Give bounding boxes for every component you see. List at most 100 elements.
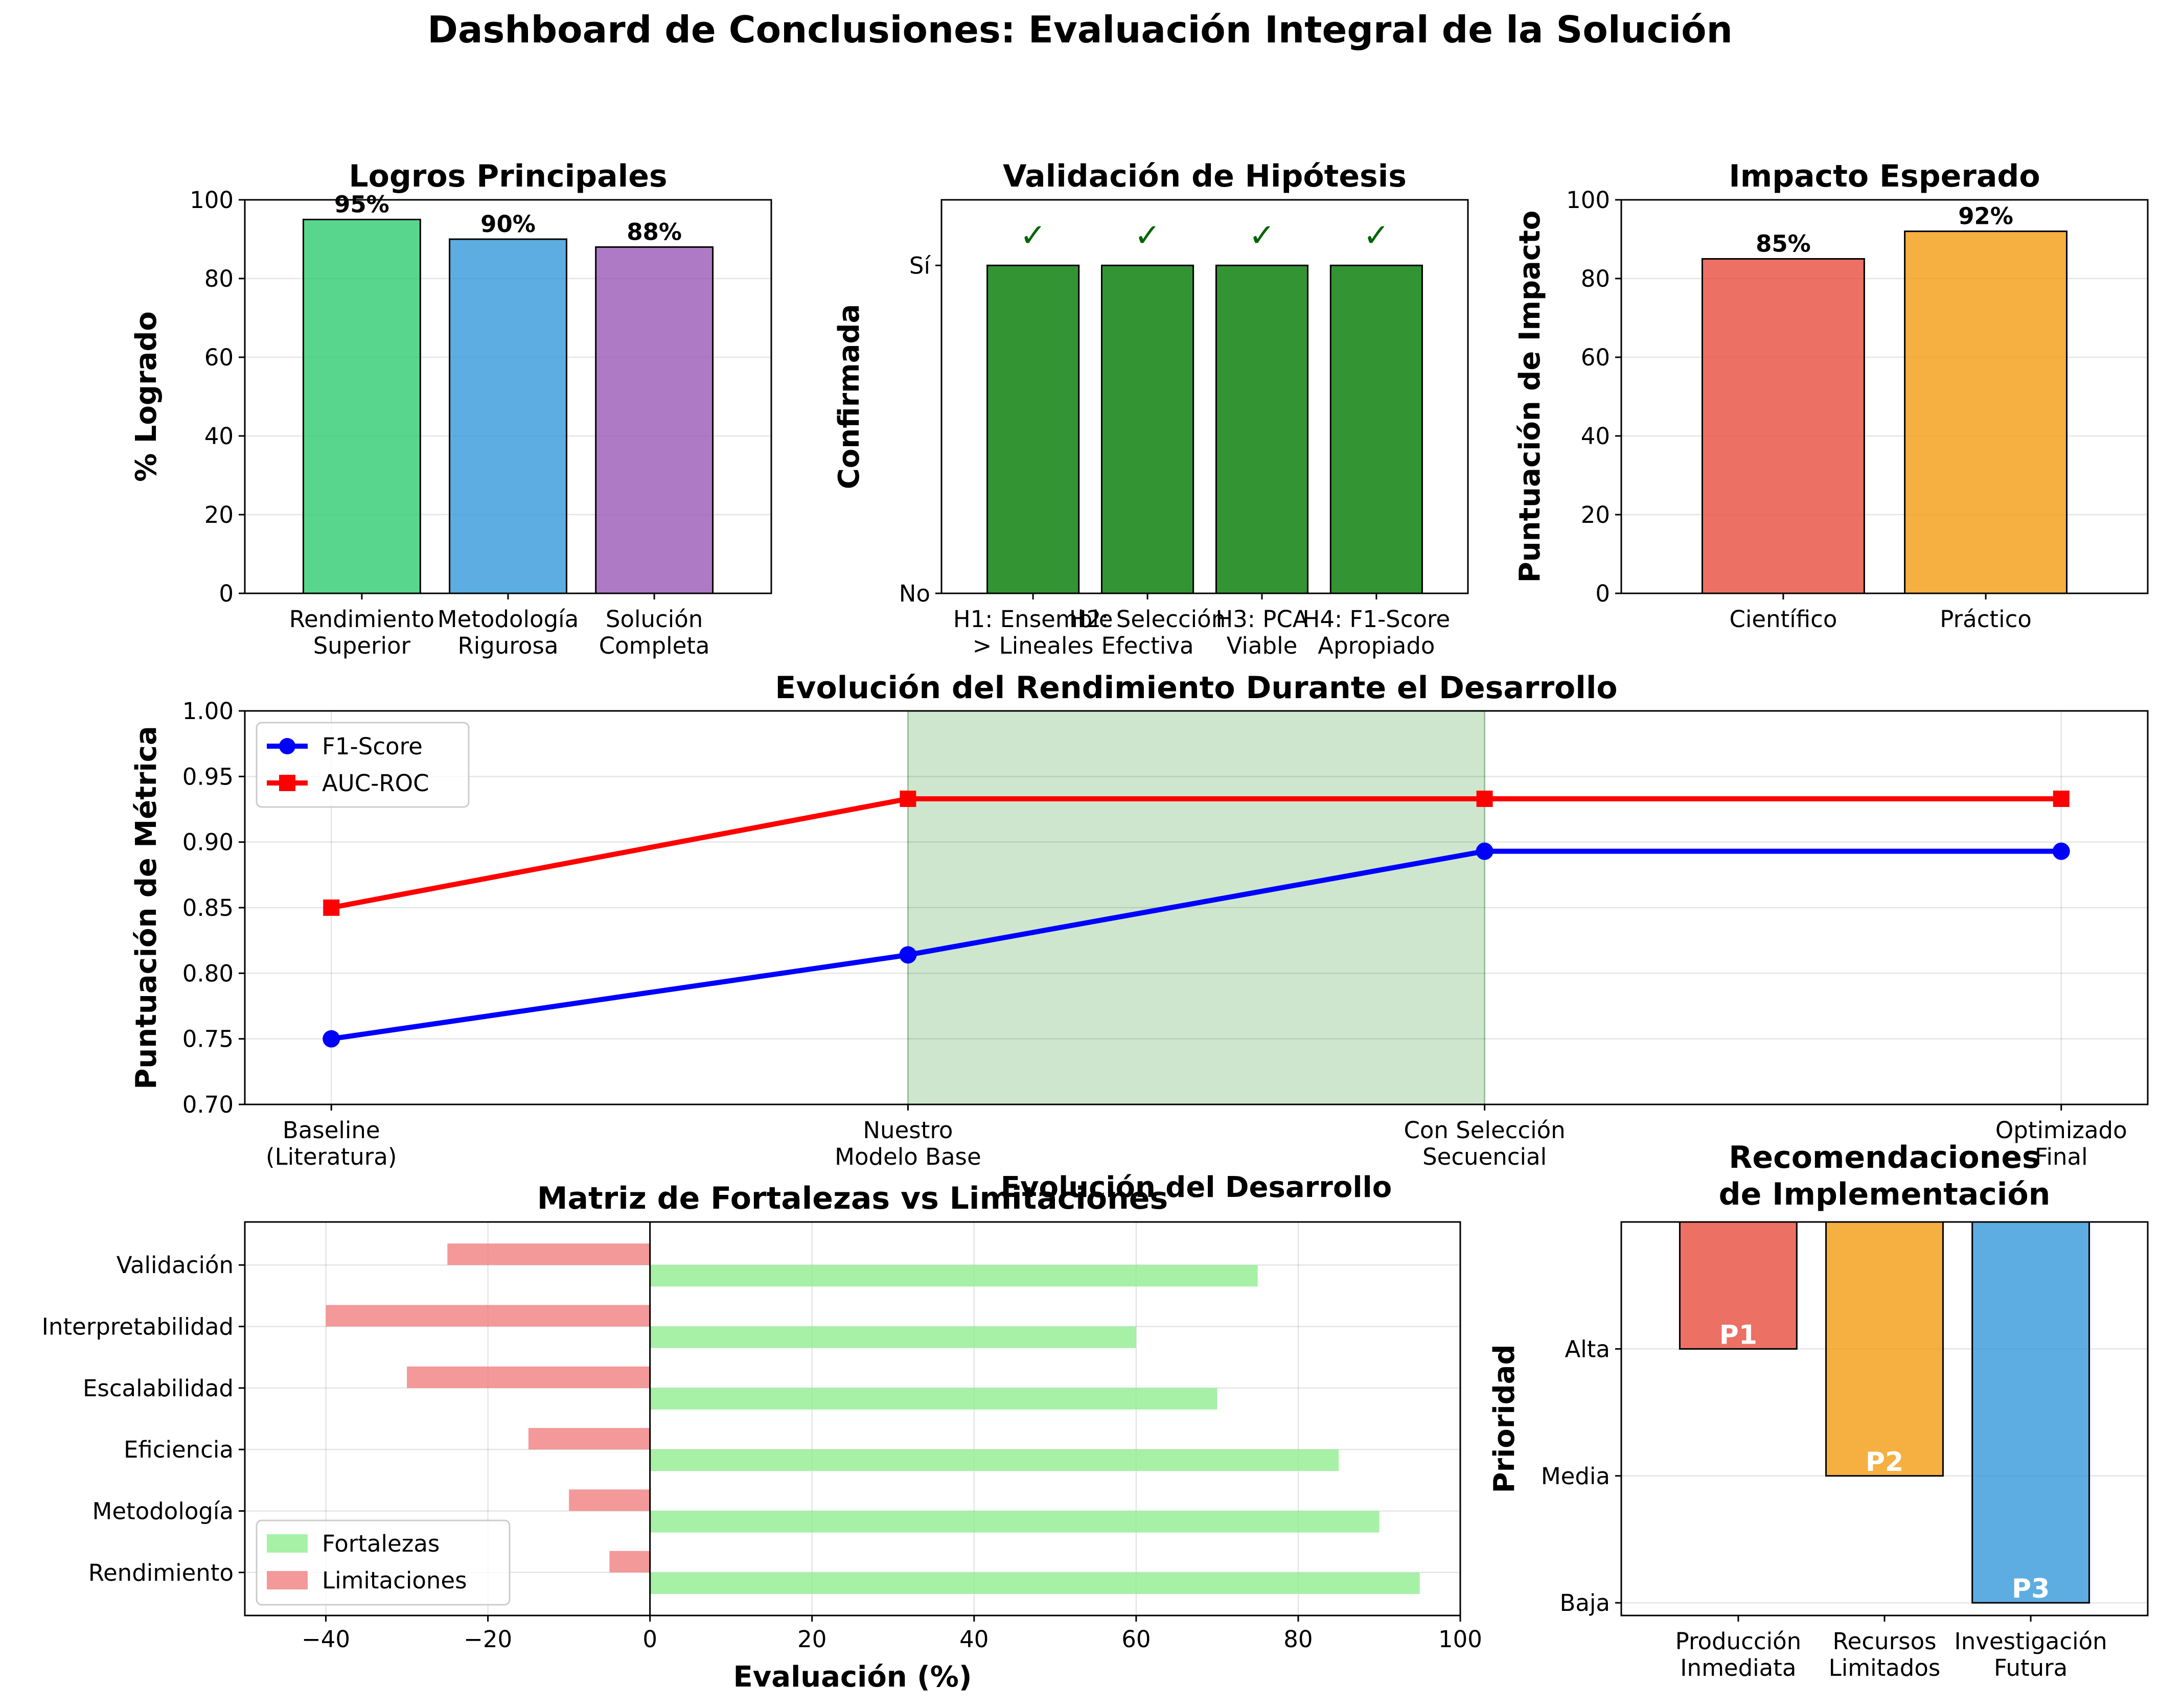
y-tick-label: 100 [1566, 187, 1610, 214]
y-tick-label: 0.95 [182, 763, 234, 790]
legend-marker [279, 775, 295, 791]
bar-fortaleza [650, 1572, 1420, 1594]
y-tick-label: 40 [204, 423, 234, 450]
x-tick-label-line: > Lineales [973, 632, 1094, 659]
matriz-fortalezas-chart: Rendimiento Metodología Eficiencia Escalabi… [42, 1181, 1482, 1694]
bar-prioridad [1971, 1221, 2090, 1604]
y-tick-label: Interpretabilidad [42, 1313, 234, 1341]
x-tick-label: Con Selección Secuencial [1404, 1117, 1565, 1170]
x-tick-label: 80 [1283, 1626, 1313, 1653]
y-tick-label: 0 [1595, 580, 1610, 607]
bar-logro [449, 238, 567, 594]
x-tick-label: Metodología Rigurosa [438, 606, 579, 659]
data-point [900, 790, 916, 807]
y-tick-label: Media [1541, 1463, 1610, 1490]
evolucion-rendimiento-chart: 0.70 0.75 0.80 0.85 0.90 0.95 1.00 Baseline (Lit… [130, 670, 2149, 1204]
bar-limitacion [609, 1551, 650, 1573]
y-tick-label: Validación [117, 1252, 234, 1279]
x-axis-label: Evaluación (%) [733, 1660, 972, 1694]
y-axis-label: Confirmada [833, 304, 866, 490]
data-point [2052, 842, 2070, 860]
impacto-esperado-chart: 0 20 40 60 80 100 85% 92% Científico Práctico Punt… [1513, 158, 2149, 633]
bar-logro [595, 246, 714, 594]
legend: Fortalezas Limitaciones [256, 1519, 511, 1606]
chart-title: Impacto Esperado [1729, 158, 2040, 194]
y-tick-label: Baja [1559, 1589, 1610, 1617]
y-tick-label: 0.70 [182, 1091, 234, 1118]
bar-logro [302, 219, 421, 594]
bar-limitacion [528, 1428, 650, 1450]
axes-frame [244, 710, 2149, 1105]
bar-hipotesis [1100, 264, 1194, 594]
bar-fortaleza [650, 1265, 1258, 1287]
data-point [1476, 790, 1493, 807]
bar-prioridad [1679, 1221, 1798, 1350]
bar-value-label: 88% [627, 218, 682, 245]
bar-fortaleza [650, 1511, 1380, 1533]
bar-hipotesis [986, 264, 1080, 594]
dashboard-title: Dashboard de Conclusiones: Evaluación In… [427, 8, 1733, 51]
axes-frame [940, 199, 1469, 594]
legend-marker [279, 738, 295, 754]
y-tick-label: No [899, 580, 930, 607]
y-tick-label: Alta [1565, 1335, 1610, 1363]
legend-box [256, 1519, 511, 1606]
x-tick-label: Producción Inmediata [1675, 1628, 1802, 1681]
x-tick-label-line: Completa [599, 632, 710, 659]
bar-limitacion [447, 1243, 650, 1265]
y-tick-label: 80 [1581, 265, 1610, 292]
checkmark-icon: ✓ [1020, 216, 1046, 253]
legend-swatch [267, 1534, 308, 1553]
y-tick-label: 0 [219, 580, 234, 607]
y-tick-label: 80 [204, 265, 234, 292]
y-tick-label: Metodología [93, 1497, 234, 1525]
y-axis-label: Prioridad [1488, 1344, 1521, 1493]
x-tick-label-line: H1: Ensemble [953, 606, 1113, 633]
x-tick-label: Solución Completa [599, 606, 710, 659]
y-axis-label: Puntuación de Métrica [130, 726, 163, 1089]
y-tick-label: Sí [909, 252, 931, 279]
x-tick-label: −20 [464, 1626, 512, 1653]
checkmark-icon: ✓ [1249, 216, 1275, 253]
y-tick-label: Escalabilidad [83, 1375, 234, 1402]
data-point [323, 899, 340, 916]
bar-value-label: 90% [480, 211, 536, 238]
x-tick-label-line: Futura [1994, 1654, 2067, 1681]
x-tick-label: −40 [302, 1626, 350, 1653]
bar-fortaleza [650, 1326, 1136, 1348]
series-line-f1-score [331, 848, 2061, 1042]
chart-title-line: de Implementación [1719, 1176, 2051, 1212]
bar-impacto [1904, 230, 2068, 594]
bar-limitacion [326, 1305, 650, 1327]
y-tick-label: 100 [190, 187, 234, 214]
bar-fortaleza [650, 1449, 1339, 1471]
y-tick-label: Rendimiento [88, 1559, 234, 1586]
x-tick-label-line: Inmediata [1680, 1654, 1796, 1681]
bar-value-label: 95% [334, 191, 389, 218]
x-axis-label: Evolución del Desarrollo [1001, 1171, 1392, 1204]
x-tick-label-line: Optimizado [1995, 1117, 2127, 1144]
bar-fortaleza [650, 1388, 1217, 1410]
data-point [323, 1030, 340, 1048]
shaded-phase-region [907, 710, 1486, 1105]
x-tick-label: H2: Selección Efectiva [1069, 606, 1226, 659]
y-tick-label: Eficiencia [124, 1436, 234, 1463]
bar-value-label: 92% [1958, 203, 2013, 230]
y-tick-label: 0.80 [182, 960, 234, 987]
checkmark-icon: ✓ [1363, 216, 1390, 253]
x-tick-label-line: Apropiado [1318, 632, 1435, 659]
x-tick-label-line: Nuestro [863, 1117, 953, 1144]
x-tick-label: Investigación Futura [1955, 1628, 2107, 1681]
priority-label: P1 [1719, 1320, 1757, 1350]
chart-title-line: Recomendaciones [1729, 1140, 2040, 1175]
x-tick-label: H3: PCA Viable [1215, 606, 1308, 659]
chart-title: Validación de Hipótesis [1003, 158, 1407, 194]
data-point [899, 946, 917, 964]
x-tick-label: Rendimiento Superior [289, 606, 434, 659]
bar-limitacion [407, 1366, 650, 1388]
x-tick-label-line: Efectiva [1101, 632, 1194, 659]
x-tick-label-line: Recursos [1832, 1628, 1936, 1655]
y-tick-label: 0.85 [182, 894, 234, 921]
priority-label: P2 [1866, 1447, 1903, 1478]
